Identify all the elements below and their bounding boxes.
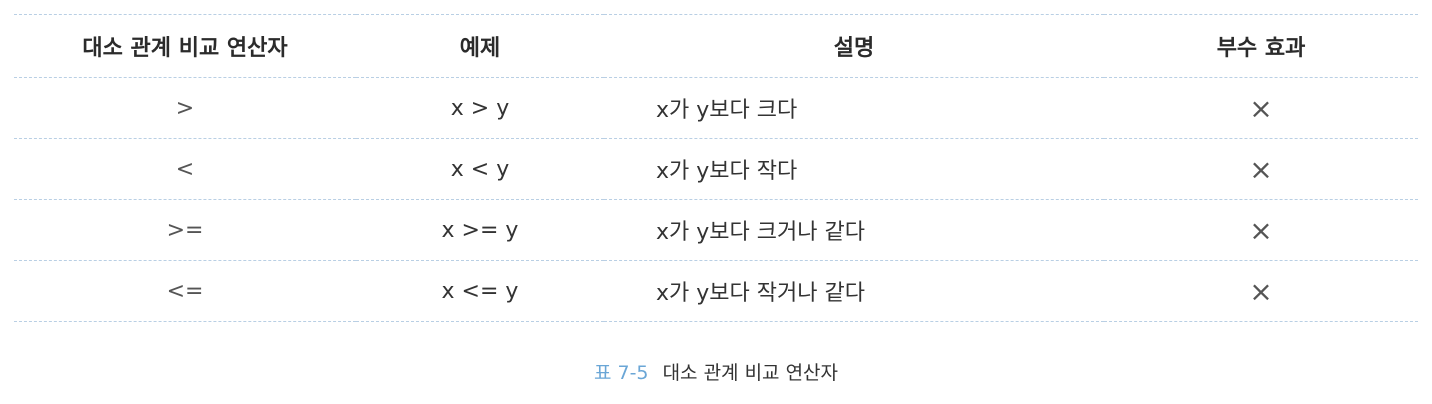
table-header-row: 대소 관계 비교 연산자 예제 설명 부수 효과 bbox=[14, 14, 1418, 78]
example-cell: x > y bbox=[356, 77, 604, 139]
caption-number: 7-5 bbox=[617, 362, 649, 384]
description-cell: x가 y보다 작거나 같다 bbox=[604, 260, 1104, 322]
side-effect-cross-icon: × bbox=[1104, 138, 1418, 200]
header-example: 예제 bbox=[356, 14, 604, 78]
caption-text: 대소 관계 비교 연산자 bbox=[662, 362, 839, 384]
operator-cell: <= bbox=[14, 260, 356, 322]
table-row: >= x >= y x가 y보다 크거나 같다 × bbox=[14, 199, 1418, 261]
table-row: < x < y x가 y보다 작다 × bbox=[14, 138, 1418, 200]
side-effect-cross-icon: × bbox=[1104, 199, 1418, 261]
operator-cell: > bbox=[14, 77, 356, 139]
operator-cell: >= bbox=[14, 199, 356, 261]
description-cell: x가 y보다 작다 bbox=[604, 138, 1104, 200]
example-cell: x <= y bbox=[356, 260, 604, 322]
example-cell: x < y bbox=[356, 138, 604, 200]
side-effect-cross-icon: × bbox=[1104, 77, 1418, 139]
header-description: 설명 bbox=[604, 14, 1104, 78]
table-caption: 표 7-5 대소 관계 비교 연산자 bbox=[0, 358, 1432, 385]
side-effect-cross-icon: × bbox=[1104, 260, 1418, 322]
description-cell: x가 y보다 크다 bbox=[604, 77, 1104, 139]
caption-label: 표 bbox=[593, 362, 612, 384]
header-side-effect: 부수 효과 bbox=[1104, 14, 1418, 78]
operator-cell: < bbox=[14, 138, 356, 200]
table-row: <= x <= y x가 y보다 작거나 같다 × bbox=[14, 260, 1418, 322]
description-cell: x가 y보다 크거나 같다 bbox=[604, 199, 1104, 261]
comparison-operator-table: 대소 관계 비교 연산자 예제 설명 부수 효과 > x > y x가 y보다 … bbox=[14, 14, 1418, 322]
example-cell: x >= y bbox=[356, 199, 604, 261]
header-operator: 대소 관계 비교 연산자 bbox=[14, 14, 356, 78]
table-row: > x > y x가 y보다 크다 × bbox=[14, 77, 1418, 139]
comparison-operator-table-wrapper: 대소 관계 비교 연산자 예제 설명 부수 효과 > x > y x가 y보다 … bbox=[14, 14, 1418, 322]
